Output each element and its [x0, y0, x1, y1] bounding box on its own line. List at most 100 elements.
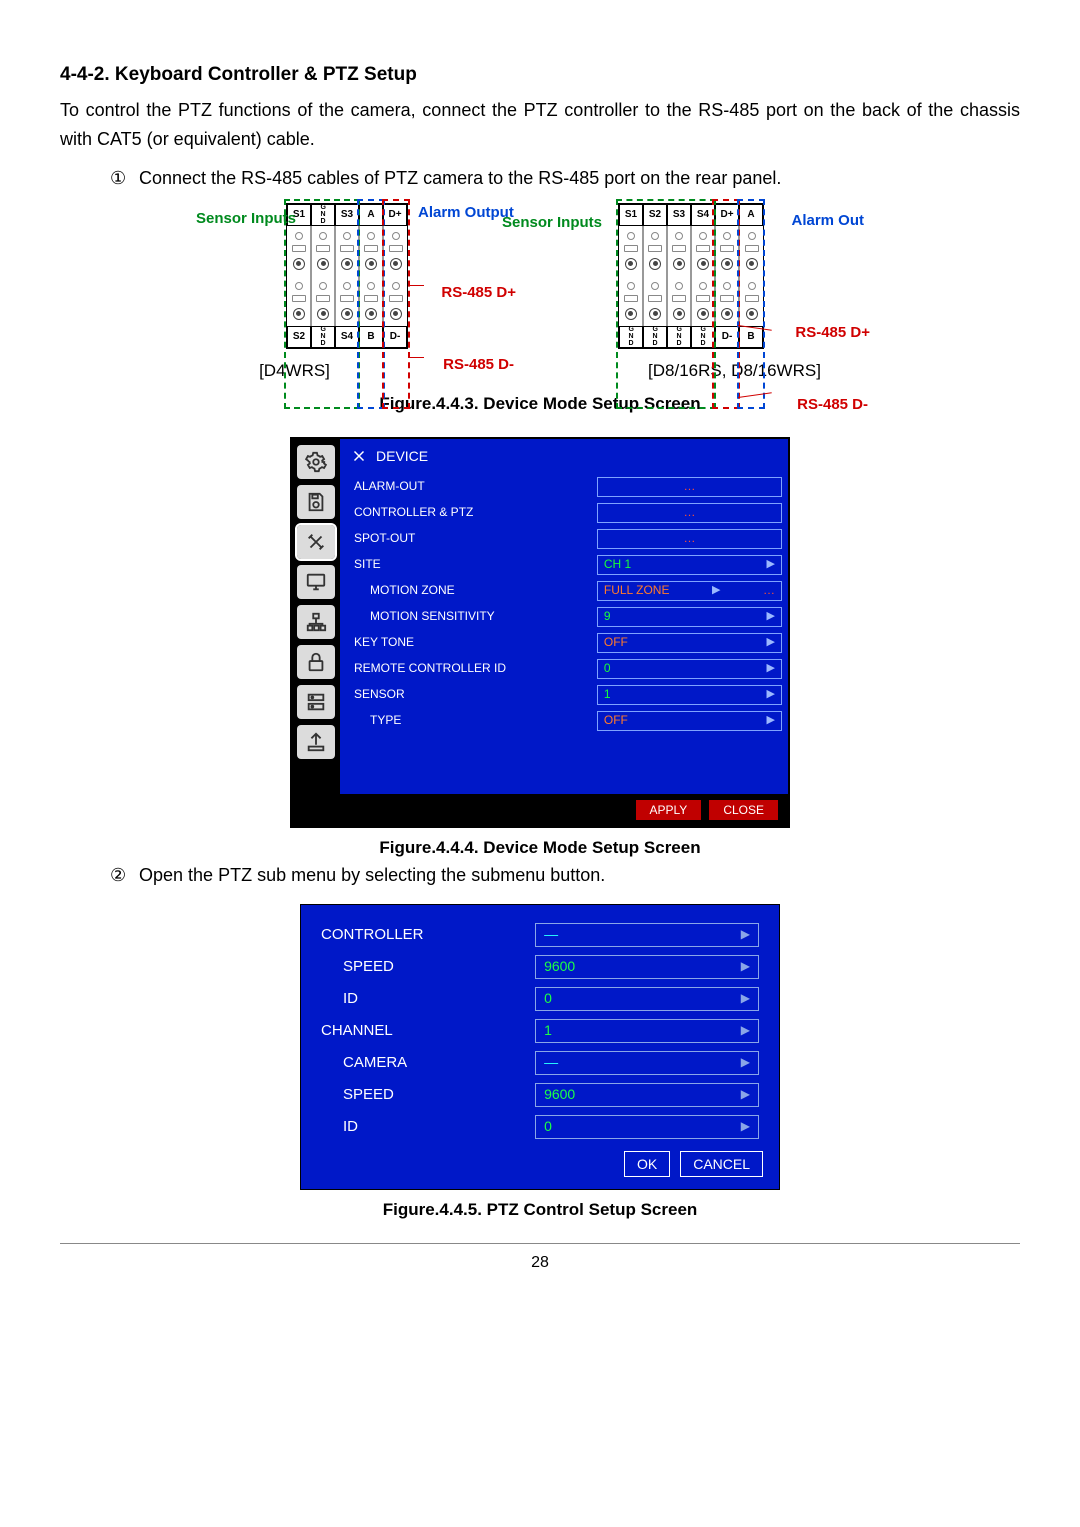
device-title: DEVICE: [340, 439, 788, 473]
label-sensor-inputs-right: Sensor Inputs: [502, 211, 602, 235]
terminal-d-: D-: [383, 326, 407, 348]
ptz-label: SPEED: [317, 951, 531, 983]
step-1: ① Connect the RS-485 cables of PTZ camer…: [110, 164, 1020, 193]
step1-text: Connect the RS-485 cables of PTZ camera …: [139, 168, 781, 188]
ptz-value[interactable]: 0▶: [535, 987, 759, 1011]
device-label: CONTROLLER & PTZ: [340, 500, 591, 526]
ptz-value[interactable]: 9600▶: [535, 955, 759, 979]
device-value[interactable]: …: [597, 477, 782, 497]
device-row-key-tone: KEY TONE OFF▶: [340, 630, 788, 656]
diagram-d4wrs: Sensor Inputs Alarm Output RS-485 D+ RS-…: [196, 203, 528, 349]
label-rs485dm-right: RS-485 D-: [797, 393, 868, 417]
device-close-button[interactable]: CLOSE: [709, 800, 778, 820]
line-dm-left: [408, 357, 424, 358]
model-left: [D4WRS]: [259, 357, 330, 384]
terminal-d-: D-: [715, 326, 739, 348]
terminal-gnd: GND: [691, 326, 715, 348]
section-heading: 4-4-2. Keyboard Controller & PTZ Setup: [60, 60, 1020, 90]
ptz-label: CAMERA: [317, 1047, 531, 1079]
label-sensor-inputs-left: Sensor Inputs: [196, 211, 276, 228]
device-value[interactable]: OFF▶: [597, 633, 782, 653]
device-label: SITE: [340, 552, 591, 578]
figure-443-caption: Figure.4.4.3. Device Mode Setup Screen: [60, 390, 1020, 417]
terminal-gnd: GND: [311, 326, 335, 348]
device-label: REMOTE CONTROLLER ID: [340, 656, 591, 682]
ptz-value[interactable]: 1▶: [535, 1019, 759, 1043]
sidebar-icon-security[interactable]: [297, 645, 335, 679]
model-right: [D8/16RS, D8/16WRS]: [648, 357, 821, 384]
device-row-motion-sensitivity: MOTION SENSITIVITY 9▶: [340, 604, 788, 630]
device-sidebar: [292, 439, 340, 793]
terminal-d+: D+: [383, 204, 407, 226]
sidebar-icon-general[interactable]: [297, 445, 335, 479]
ptz-setup-screenshot: CONTROLLER—▶SPEED9600▶ID0▶CHANNEL1▶CAMER…: [300, 904, 780, 1190]
device-value[interactable]: FULL ZONE▶ …: [597, 581, 782, 601]
terminal-s3: S3: [335, 204, 359, 226]
terminal-gnd: GND: [619, 326, 643, 348]
sidebar-icon-device[interactable]: [297, 525, 335, 559]
ptz-row-channel: CHANNEL1▶: [317, 1015, 763, 1047]
terminal-gnd: GND: [667, 326, 691, 348]
ptz-label: ID: [317, 1111, 531, 1143]
terminal-a: A: [739, 204, 763, 226]
step-2: ② Open the PTZ sub menu by selecting the…: [110, 861, 1020, 890]
device-value[interactable]: OFF▶: [597, 711, 782, 731]
ptz-settings-table: CONTROLLER—▶SPEED9600▶ID0▶CHANNEL1▶CAMER…: [317, 919, 763, 1143]
sidebar-icon-storage[interactable]: [297, 685, 335, 719]
terminal-d+: D+: [715, 204, 739, 226]
ptz-label: CHANNEL: [317, 1015, 531, 1047]
ptz-label: ID: [317, 983, 531, 1015]
device-row-spot-out: SPOT-OUT …: [340, 526, 788, 552]
device-apply-button[interactable]: APPLY: [636, 800, 702, 820]
ptz-value[interactable]: 0▶: [535, 1115, 759, 1139]
sidebar-icon-upgrade[interactable]: [297, 725, 335, 759]
device-label: MOTION SENSITIVITY: [340, 604, 591, 630]
device-value[interactable]: …: [597, 503, 782, 523]
label-rs485dp-left: RS-485 D+: [441, 281, 516, 305]
ptz-value[interactable]: 9600▶: [535, 1083, 759, 1107]
device-label: KEY TONE: [340, 630, 591, 656]
device-title-icon: [350, 447, 368, 465]
device-value[interactable]: 1▶: [597, 685, 782, 705]
device-settings-table: ALARM-OUT … CONTROLLER & PTZ … SPOT-OUT … SITE…: [340, 474, 788, 734]
line-dp-left: [408, 285, 424, 286]
device-row-sensor: SENSOR1▶: [340, 682, 788, 708]
label-alarm-output-left: Alarm Output: [418, 205, 498, 222]
label-rs485dp-right: RS-485 D+: [795, 321, 870, 345]
ptz-row-controller: CONTROLLER—▶: [317, 919, 763, 951]
device-value[interactable]: 9▶: [597, 607, 782, 627]
ptz-ok-button[interactable]: OK: [624, 1151, 670, 1177]
device-value[interactable]: …: [597, 529, 782, 549]
sidebar-icon-record[interactable]: [297, 485, 335, 519]
sidebar-icon-display[interactable]: [297, 565, 335, 599]
model-labels-row: [D4WRS] [D8/16RS, D8/16WRS]: [100, 357, 980, 384]
label-rs485dm-left: RS-485 D-: [443, 353, 514, 377]
diagram-d816: Sensor Inputs Alarm Out RS-485 D+ RS-485…: [598, 203, 884, 349]
ptz-label: SPEED: [317, 1079, 531, 1111]
ptz-row-camera: CAMERA—▶: [317, 1047, 763, 1079]
ptz-label: CONTROLLER: [317, 919, 531, 951]
terminal-s2: S2: [643, 204, 667, 226]
device-label: TYPE: [340, 708, 591, 734]
device-value[interactable]: 0▶: [597, 659, 782, 679]
device-label: SPOT-OUT: [340, 526, 591, 552]
ptz-cancel-button[interactable]: CANCEL: [680, 1151, 763, 1177]
device-label: ALARM-OUT: [340, 474, 591, 500]
ptz-row-speed: SPEED9600▶: [317, 1079, 763, 1111]
figure-444-caption: Figure.4.4.4. Device Mode Setup Screen: [60, 834, 1020, 861]
step2-text: Open the PTZ sub menu by selecting the s…: [139, 865, 605, 885]
intro-paragraph: To control the PTZ functions of the came…: [60, 96, 1020, 154]
ptz-value[interactable]: —▶: [535, 923, 759, 947]
step2-number: ②: [110, 861, 134, 890]
terminal-b: B: [359, 326, 383, 348]
ptz-row-id: ID0▶: [317, 1111, 763, 1143]
sidebar-icon-network[interactable]: [297, 605, 335, 639]
terminal-s3: S3: [667, 204, 691, 226]
ptz-row-speed: SPEED9600▶: [317, 951, 763, 983]
device-row-controller-ptz: CONTROLLER & PTZ …: [340, 500, 788, 526]
ptz-value[interactable]: —▶: [535, 1051, 759, 1075]
device-label: MOTION ZONE: [340, 578, 591, 604]
label-alarm-out-right: Alarm Out: [791, 209, 864, 233]
device-value[interactable]: CH 1▶: [597, 555, 782, 575]
device-row-motion-zone: MOTION ZONE FULL ZONE▶ …: [340, 578, 788, 604]
